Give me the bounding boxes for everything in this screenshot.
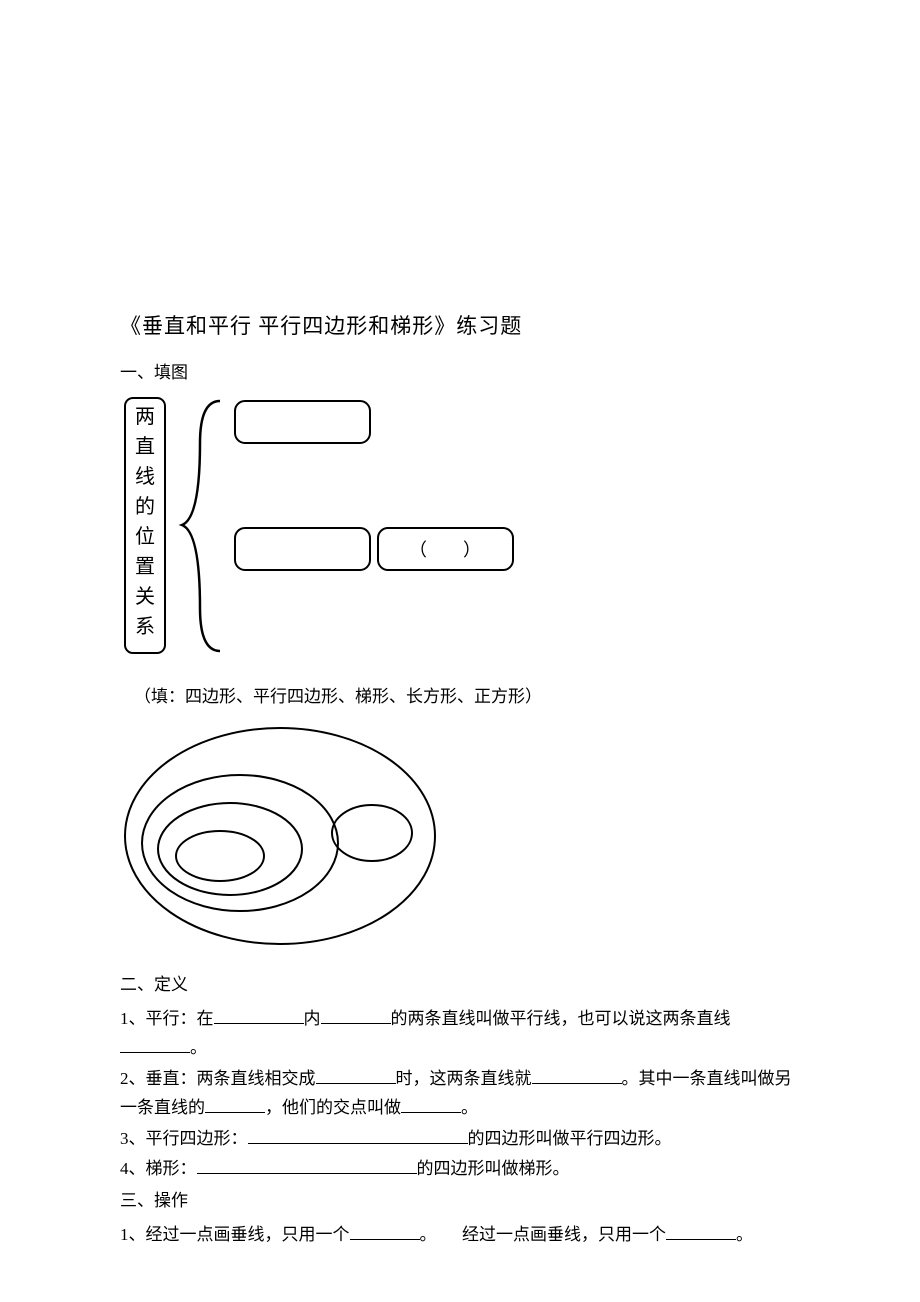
q2-3-a: 3、平行四边形： (120, 1129, 248, 1148)
q-2-3: 3、平行四边形： 的四边形叫做平行四边形。 (120, 1125, 800, 1154)
q2-4-b: 的四边形叫做梯形。 (417, 1159, 570, 1178)
q3-1-d: 。 (736, 1225, 753, 1244)
q-2-2: 2、垂直：两条直线相交成时，这两条直线就。其中一条直线叫做另一条直线的，他们的交… (120, 1065, 800, 1123)
q3-1-c: 经过一点画垂线，只用一个 (462, 1225, 666, 1244)
q-2-4: 4、梯形： 的四边形叫做梯形。 (120, 1155, 800, 1184)
svg-text:系: 系 (135, 615, 155, 638)
q2-1-d: 。 (190, 1038, 207, 1057)
q2-1-c: 的两条直线叫做平行线，也可以说这两条直线 (391, 1009, 731, 1028)
blank (197, 1156, 417, 1174)
section-3-heading: 三、操作 (120, 1186, 800, 1211)
page-title: 《垂直和平行 平行四边形和梯形》练习题 (120, 310, 800, 340)
q2-2-b: 时，这两条直线就 (396, 1069, 532, 1088)
q2-4-a: 4、梯形： (120, 1159, 197, 1178)
q-2-1: 1、平行：在 内 的两条直线叫做平行线，也可以说这两条直线。 (120, 1005, 800, 1063)
blank (248, 1126, 468, 1144)
blank (205, 1095, 265, 1113)
section-1-heading: 一、填图 (120, 358, 800, 383)
q2-1-a: 1、平行：在 (120, 1009, 214, 1028)
blank (120, 1035, 190, 1053)
blank (316, 1066, 396, 1084)
svg-text:的: 的 (135, 495, 155, 518)
q3-1-a: 1、经过一点画垂线，只用一个 (120, 1225, 350, 1244)
svg-text:线: 线 (135, 465, 155, 488)
svg-text:关: 关 (135, 585, 155, 608)
section-2-heading: 二、定义 (120, 970, 800, 995)
blank (666, 1222, 736, 1240)
q-3-1: 1、经过一点画垂线，只用一个 。 经过一点画垂线，只用一个 。 (120, 1221, 800, 1250)
svg-text:位: 位 (135, 525, 155, 548)
blank (214, 1006, 304, 1024)
blank (401, 1095, 461, 1113)
blank (532, 1066, 622, 1084)
svg-text:置: 置 (135, 556, 155, 578)
q3-1-b: 。 (420, 1225, 429, 1244)
svg-text:（ ）: （ ） (409, 540, 481, 560)
q2-2-e: 。 (461, 1098, 478, 1117)
q2-2-a: 2、垂直：两条直线相交成 (120, 1069, 316, 1088)
svg-text:两: 两 (135, 406, 155, 428)
q2-1-b: 内 (304, 1009, 321, 1028)
blank (350, 1222, 420, 1240)
diagram-hint: （填：四边形、平行四边形、梯形、长方形、正方形） (134, 682, 800, 707)
blank (321, 1006, 391, 1024)
svg-text:直: 直 (135, 435, 155, 458)
q2-2-d: ，他们的交点叫做 (265, 1098, 401, 1117)
q2-3-b: 的四边形叫做平行四边形。 (468, 1129, 672, 1148)
diagram-ellipses (120, 721, 800, 956)
diagram-brace: 两 直 线 的 位 置 关 系 （ ） (120, 393, 800, 668)
